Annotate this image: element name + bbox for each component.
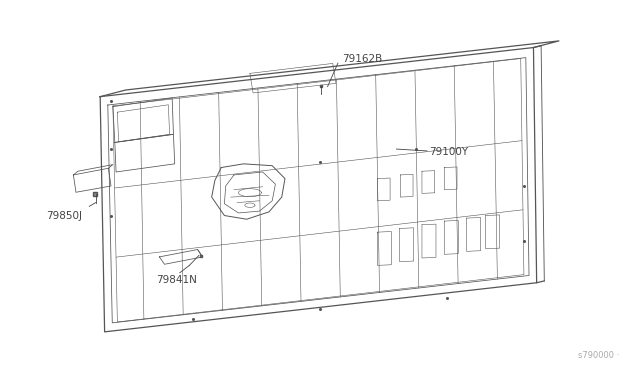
Text: s790000 ·: s790000 · bbox=[579, 350, 620, 359]
Text: 79162B: 79162B bbox=[342, 54, 383, 64]
Text: 79100Y: 79100Y bbox=[429, 147, 468, 157]
Text: 79841N: 79841N bbox=[156, 275, 197, 285]
Text: 79850J: 79850J bbox=[46, 211, 82, 221]
